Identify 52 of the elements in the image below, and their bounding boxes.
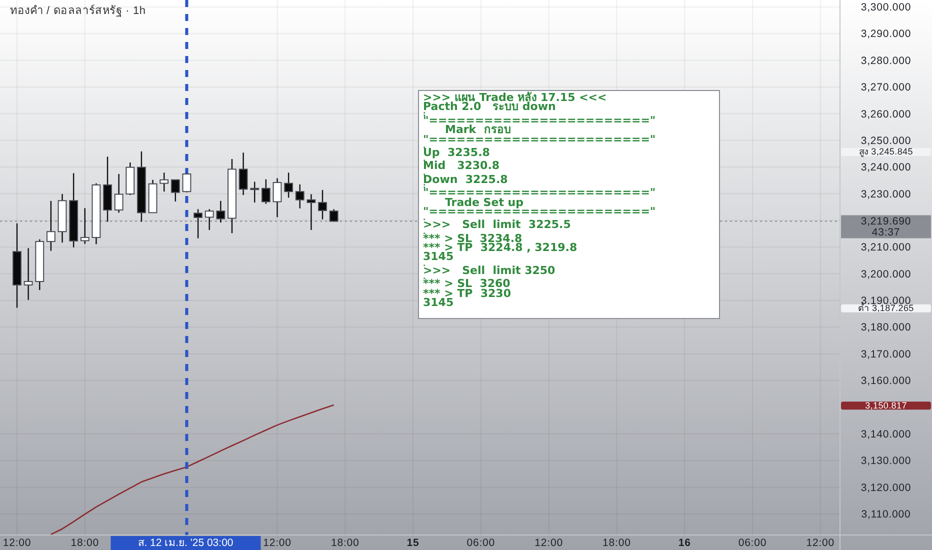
y-tick-label: 3,210.000 — [860, 242, 912, 254]
annotation: Mid 3230.8 — [423, 161, 501, 171]
annotation: *** > SL 3234.8 — [423, 234, 524, 244]
y-tick-label: 3,110.000 — [861, 508, 911, 521]
annotation: Pacth 2.0 ระบบ down — [423, 102, 556, 112]
annotation: *** > TP 3230 — [423, 288, 512, 298]
y-tick-label: 3,270.000 — [860, 82, 912, 94]
y-tick-label: 3,120.000 — [860, 482, 912, 494]
annotation: "========================" — [423, 116, 657, 126]
y-tick-label: 3,280.000 — [860, 54, 912, 67]
y-tick-label: สูง 3,245.845 — [859, 146, 913, 158]
y-tick-label: 3,130.000 — [860, 455, 912, 468]
y-tick-label: 3,170.000 — [860, 348, 912, 360]
y-tick-label: 3,230.000 — [860, 188, 912, 200]
x-tick-label: 12:00 — [534, 537, 563, 549]
x-tick-label: 06:00 — [738, 537, 767, 549]
annotation: Down 3225.8 — [423, 174, 509, 184]
x-tick-label: 15 — [406, 537, 420, 549]
annotation: 3145 — [423, 298, 455, 308]
annotation: "========================" — [423, 134, 657, 144]
y-tick-label: 3,240.000 — [860, 162, 912, 174]
x-tick-label: 06:00 — [466, 537, 496, 549]
chart-title: ทองคำ / ดอลลาร์สหรัฐ · 1h — [10, 4, 146, 17]
annotation: >>> แผน Trade หลัง 17.15 <<< — [423, 93, 608, 102]
y-tick-label: 3,260.000 — [860, 108, 912, 120]
x-tick-label: 18:00 — [70, 537, 100, 549]
x-tick-label: 18:00 — [330, 537, 360, 549]
x-tick-label: 18:00 — [602, 537, 631, 549]
annotation: "========================" — [423, 188, 657, 198]
annotation: 3145 — [423, 252, 455, 262]
annotation: *** > TP 3224.8 , 3219.8 — [423, 243, 578, 252]
x-tick-label: 16 — [678, 537, 691, 549]
annotation: >>> Sell limit 3225.5 — [423, 220, 572, 230]
y-tick-label: 3,200.000 — [860, 268, 912, 280]
x-tick-label: 12:00 — [806, 537, 835, 549]
x-tick-label: 12:00 — [263, 537, 292, 549]
y-tick-label: 3,300.000 — [860, 2, 912, 14]
y-tick-label: 3,160.000 — [860, 375, 912, 388]
y-tick-label: 3,140.000 — [860, 428, 912, 440]
annotation: Mark กรอบ — [445, 125, 511, 135]
annotation: >>> Sell limit 3250 — [423, 266, 556, 276]
annotation: Up 3235.8 — [423, 148, 491, 158]
y-tick-label: 3,150.817 — [865, 400, 907, 410]
x-tick-label: ส. 12 เม.ย. '25 03:00 — [138, 537, 234, 549]
y-tick-label: 3,290.000 — [860, 28, 912, 40]
y-tick-label: 3,180.000 — [860, 322, 912, 334]
annotation: *** > SL 3260 — [423, 279, 512, 289]
annotation: Trade Set up — [445, 198, 524, 207]
x-tick-label: 12:00 — [2, 537, 32, 549]
y-tick-label: 3,250.000 — [860, 134, 912, 147]
ref-line-label: 3,219.690 43:37 — [860, 216, 912, 239]
annotation: "========================" — [423, 206, 657, 216]
